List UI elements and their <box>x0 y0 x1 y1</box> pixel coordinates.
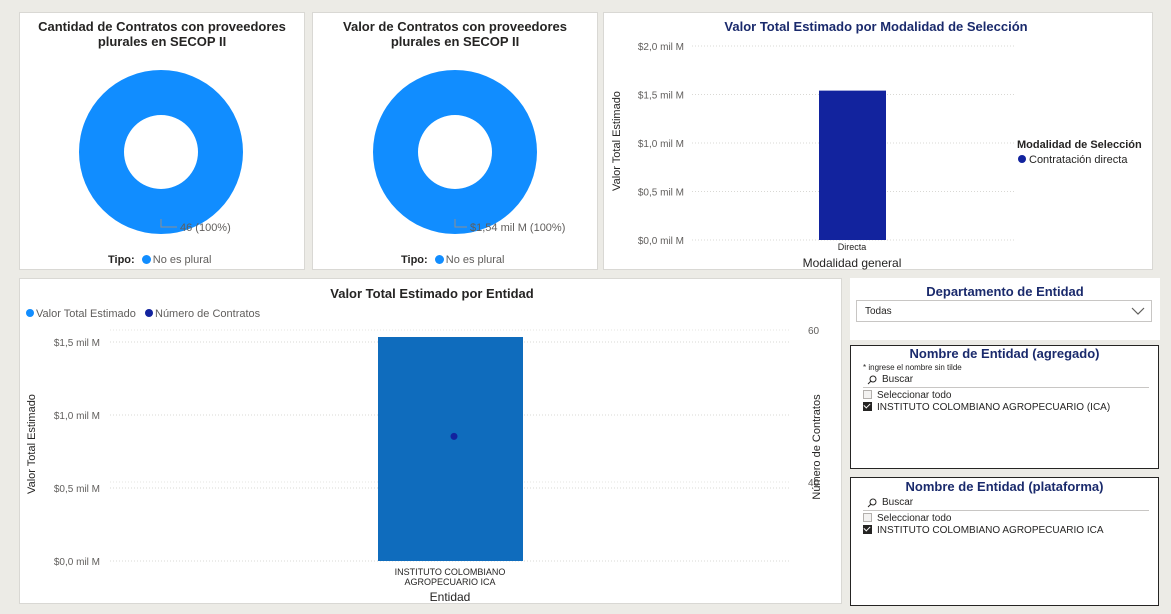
donut-legend[interactable]: Tipo: No es plural <box>108 254 211 266</box>
donut-card-valor: Valor de Contratos con proveedores plura… <box>312 12 598 270</box>
donut-chart[interactable]: 46 (100%) <box>20 13 306 271</box>
search-placeholder: Buscar <box>882 497 914 508</box>
chevron-down-icon <box>1131 307 1145 315</box>
y-tick-label: $0,0 mil M <box>638 236 684 247</box>
bar-chart[interactable]: Valor Total Estimado por Modalidad de Se… <box>604 13 1154 271</box>
slicer-entidad-plataforma: Nombre de Entidad (plataforma) Buscar Se… <box>850 477 1159 606</box>
checkbox-icon <box>863 390 872 399</box>
slicer-title: Nombre de Entidad (plataforma) <box>905 479 1104 494</box>
option-label: INSTITUTO COLOMBIANO AGROPECUARIO ICA <box>877 525 1104 536</box>
departamento-dropdown[interactable]: Todas <box>856 300 1152 322</box>
search-icon <box>867 375 877 385</box>
option-label: Seleccionar todo <box>877 390 952 401</box>
chart-title: Valor Total Estimado por Entidad <box>330 286 534 301</box>
x-tick-label: AGROPECUARIO ICA <box>404 577 495 587</box>
search-icon <box>867 498 877 508</box>
option-label: INSTITUTO COLOMBIANO AGROPECUARIO (ICA) <box>877 402 1111 413</box>
search-placeholder: Buscar <box>882 374 914 385</box>
leader-line <box>160 219 177 228</box>
chart-title: Valor Total Estimado por Modalidad de Se… <box>724 19 1027 34</box>
y-axis-title: Valor Total Estimado <box>611 91 623 191</box>
donut-card-cantidad: Cantidad de Contratos con proveedores pl… <box>19 12 305 270</box>
search-box[interactable]: Buscar <box>863 373 1149 388</box>
x-axis-title: Modalidad general <box>803 256 902 270</box>
y-tick-label: $1,0 mil M <box>54 411 100 422</box>
bar-card-modalidad: Valor Total Estimado por Modalidad de Se… <box>603 12 1153 270</box>
y2-tick-label: 60 <box>808 326 820 337</box>
slicer-hint: * ingrese el nombre sin tilde <box>863 363 962 372</box>
y-tick-label: $0,5 mil M <box>638 188 684 199</box>
legend-item[interactable]: Número de Contratos <box>155 308 261 320</box>
point-numero-contratos[interactable] <box>450 432 458 440</box>
x-tick-label: Directa <box>838 242 867 252</box>
legend-dot <box>145 309 153 317</box>
legend-title: Tipo: <box>401 254 428 266</box>
legend-item[interactable]: Contratación directa <box>1029 154 1128 166</box>
legend-dot <box>141 255 151 264</box>
bar-ica[interactable] <box>378 337 523 561</box>
bar-directa[interactable] <box>819 90 886 241</box>
entidad-option[interactable]: INSTITUTO COLOMBIANO AGROPECUARIO (ICA) <box>863 402 1110 413</box>
checkbox-icon <box>863 513 872 522</box>
legend-dot <box>1018 155 1026 163</box>
legend-item[interactable]: Valor Total Estimado <box>36 308 136 320</box>
slicer-entidad-agregado: Nombre de Entidad (agregado) * ingrese e… <box>850 345 1159 469</box>
combo-chart[interactable]: Valor Total Estimado por Entidad Valor T… <box>20 279 843 605</box>
dropdown-value: Todas <box>865 306 892 317</box>
search-box[interactable]: Buscar <box>863 496 1149 511</box>
legend-item: No es plural <box>152 254 212 266</box>
select-all-option[interactable]: Seleccionar todo <box>863 513 952 524</box>
slicer-title: Nombre de Entidad (agregado) <box>909 346 1100 361</box>
y2-tick-label: 40 <box>808 478 820 489</box>
select-all-option[interactable]: Seleccionar todo <box>863 390 952 401</box>
donut-slice[interactable] <box>373 69 537 235</box>
y-tick-label: $2,0 mil M <box>638 42 684 53</box>
chart-title: Cantidad de Contratos con proveedores pl… <box>38 19 286 49</box>
y-axis-title: Valor Total Estimado <box>26 394 38 494</box>
legend-dot <box>26 309 34 317</box>
chart-title: Valor de Contratos con proveedores plura… <box>343 19 567 49</box>
legend-item: No es plural <box>445 254 505 266</box>
legend-title: Tipo: <box>108 254 135 266</box>
y-tick-label: $0,5 mil M <box>54 484 100 495</box>
checkbox-checked-icon <box>863 402 872 411</box>
option-label: Seleccionar todo <box>877 513 952 524</box>
checkbox-checked-icon <box>863 525 872 534</box>
slicer-title: Departamento de Entidad <box>926 284 1084 299</box>
y2-axis-title: Número de Contratos <box>811 394 823 500</box>
leader-line <box>454 219 467 228</box>
donut-data-label: $1,54 mil M (100%) <box>470 222 565 234</box>
slicer-departamento: Departamento de Entidad Todas <box>850 278 1160 340</box>
donut-data-label: 46 (100%) <box>180 222 231 234</box>
donut-chart[interactable]: $1,54 mil M (100%) <box>313 13 599 271</box>
legend-dot <box>434 255 444 264</box>
y-tick-label: $1,5 mil M <box>54 338 100 349</box>
x-tick-label: INSTITUTO COLOMBIANO <box>395 567 506 577</box>
combo-card-entidad: Valor Total Estimado por Entidad Valor T… <box>19 278 842 604</box>
y-tick-label: $1,5 mil M <box>638 91 684 102</box>
legend-title: Modalidad de Selección <box>1017 139 1142 151</box>
donut-legend[interactable]: Tipo: No es plural <box>401 254 504 266</box>
x-axis-title: Entidad <box>430 590 471 604</box>
y-tick-label: $1,0 mil M <box>638 139 684 150</box>
entidad-option[interactable]: INSTITUTO COLOMBIANO AGROPECUARIO ICA <box>863 525 1104 536</box>
y-tick-label: $0,0 mil M <box>54 557 100 568</box>
donut-slice[interactable] <box>78 69 244 235</box>
